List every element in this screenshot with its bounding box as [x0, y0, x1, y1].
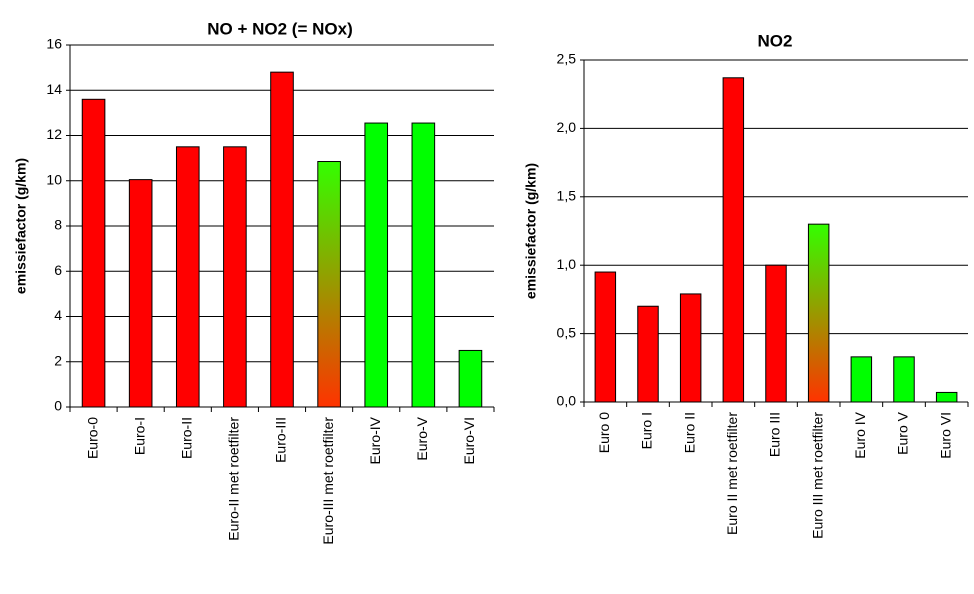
x-tick-label: Euro-II — [178, 417, 194, 459]
bar — [935, 391, 958, 403]
y-tick-label: 8 — [54, 217, 62, 233]
bar — [223, 146, 247, 408]
bar — [458, 349, 483, 408]
bar — [364, 122, 389, 408]
x-tick-label: Euro III — [767, 412, 783, 457]
x-tick-label: Euro-IV — [367, 416, 383, 464]
x-tick-label: Euro V — [895, 411, 911, 454]
bar — [893, 356, 915, 403]
bar — [850, 356, 873, 403]
x-tick-label: Euro II — [681, 412, 697, 453]
y-tick-label: 4 — [54, 307, 62, 323]
y-tick-label: 10 — [46, 171, 62, 187]
y-tick-label: 0,5 — [557, 324, 577, 340]
bar — [175, 146, 200, 408]
y-axis-label: emissiefactor (g/km) — [523, 163, 539, 299]
bar — [81, 98, 106, 408]
bar — [317, 161, 341, 408]
x-tick-label: Euro 0 — [596, 412, 612, 453]
x-tick-label: Euro-II met roetfilter — [226, 417, 242, 541]
y-tick-label: 16 — [46, 36, 62, 52]
y-axis-label: emissiefactor (g/km) — [13, 158, 29, 294]
x-tick-label: Euro II met roetfilter — [724, 412, 740, 535]
chart-title: NO + NO2 (= NOx) — [207, 19, 352, 38]
bar — [765, 264, 787, 403]
y-tick-label: 2,5 — [557, 51, 577, 67]
x-tick-label: Euro III met roetfilter — [809, 412, 825, 539]
bar — [637, 305, 659, 403]
x-tick-label: Euro-I — [131, 417, 147, 455]
y-tick-label: 0 — [54, 398, 62, 414]
y-tick-label: 6 — [54, 262, 62, 278]
bar — [807, 223, 830, 403]
x-tick-label: Euro I — [639, 412, 655, 449]
chart-title: NO2 — [758, 31, 793, 50]
x-tick-label: Euro-V — [414, 416, 430, 460]
y-tick-label: 14 — [46, 81, 62, 97]
x-tick-label: Euro-0 — [84, 417, 100, 459]
x-tick-label: Euro-III met roetfilter — [320, 417, 336, 545]
bar — [270, 71, 294, 408]
y-tick-label: 2,0 — [557, 119, 577, 135]
bar — [411, 122, 436, 408]
y-tick-label: 12 — [46, 126, 62, 142]
x-tick-label: Euro-III — [273, 417, 289, 463]
x-tick-label: Euro IV — [852, 411, 868, 458]
y-tick-label: 2 — [54, 352, 62, 368]
x-tick-label: Euro VI — [937, 412, 953, 459]
y-tick-label: 1,5 — [557, 188, 577, 204]
bar — [594, 271, 617, 403]
bar — [679, 293, 702, 403]
y-tick-label: 0,0 — [557, 393, 577, 409]
bar — [128, 179, 153, 408]
bar — [722, 77, 745, 403]
x-tick-label: Euro-VI — [461, 417, 477, 464]
y-tick-label: 1,0 — [557, 256, 577, 272]
